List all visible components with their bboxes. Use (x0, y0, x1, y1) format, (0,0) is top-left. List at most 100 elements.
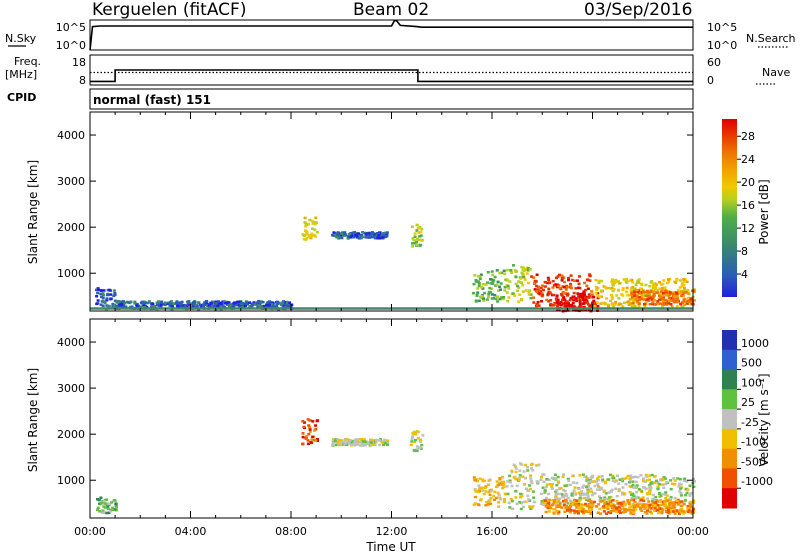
nave-label: Nave (762, 66, 790, 79)
data-cell (515, 502, 519, 506)
data-cell (557, 510, 561, 514)
data-cell (662, 300, 665, 303)
data-cell (570, 303, 574, 307)
data-cell (613, 281, 617, 285)
data-cell (313, 221, 317, 224)
data-cell (646, 509, 649, 512)
data-cell (270, 303, 274, 306)
data-cell (97, 498, 101, 502)
data-cell (248, 304, 252, 308)
data-cell (521, 284, 525, 287)
data-cell (571, 295, 575, 298)
data-cell (340, 439, 344, 442)
data-cell (679, 511, 683, 514)
data-cell (357, 237, 361, 240)
data-cell (508, 481, 512, 484)
data-cell (486, 503, 490, 507)
data-cell (107, 502, 111, 506)
data-cell (348, 232, 351, 236)
data-cell (613, 480, 617, 484)
data-cell (381, 234, 385, 237)
data-cell (255, 301, 259, 305)
data-cell (313, 228, 317, 231)
data-cell (581, 296, 584, 299)
data-cell (275, 304, 279, 307)
data-cell (562, 501, 566, 505)
data-cell (618, 478, 622, 481)
data-cell (514, 470, 518, 474)
data-cell (687, 292, 691, 296)
data-cell (667, 503, 671, 507)
data-cell (545, 485, 548, 488)
data-cell (635, 496, 639, 500)
data-cell (336, 231, 340, 234)
data-cell (418, 235, 422, 238)
data-cell (671, 299, 675, 303)
data-cell (481, 479, 485, 483)
data-cell (494, 297, 498, 301)
data-cell (347, 440, 351, 444)
data-cell (315, 231, 319, 234)
data-cell (561, 291, 565, 294)
data-cell (659, 293, 663, 296)
data-cell (670, 305, 674, 308)
data-cell (581, 508, 585, 511)
data-cell (171, 302, 175, 305)
data-cell (417, 238, 421, 241)
data-cell (678, 509, 682, 512)
data-cell (599, 486, 603, 490)
data-cell (371, 231, 374, 234)
data-cell (573, 498, 577, 502)
data-cell (679, 487, 683, 490)
data-cell (376, 235, 380, 239)
data-cell (569, 286, 573, 290)
data-cell (644, 475, 648, 478)
y-tick-label: 3000 (57, 382, 85, 395)
data-cell (415, 240, 419, 244)
data-cell (548, 498, 552, 502)
data-cell (553, 301, 557, 305)
data-cell (574, 287, 578, 290)
colorbar-tick-label: -25 (741, 416, 759, 429)
data-cell (350, 231, 354, 235)
data-cell (594, 292, 598, 295)
data-cell (566, 309, 570, 312)
data-cell (675, 277, 679, 281)
data-cell (481, 478, 485, 481)
data-cell (421, 434, 425, 437)
data-cell (628, 490, 632, 494)
data-cell (607, 498, 611, 502)
data-cell (547, 510, 551, 513)
data-cell (640, 509, 644, 512)
data-cell (516, 284, 520, 288)
data-cell (547, 292, 551, 295)
data-cell (588, 304, 592, 307)
data-cell (560, 294, 564, 297)
data-cell (642, 503, 645, 506)
data-cell (413, 232, 417, 235)
data-cell (687, 509, 691, 512)
data-cell (689, 506, 693, 509)
data-cell (586, 510, 590, 513)
data-cell (191, 304, 195, 308)
data-cell (582, 300, 586, 303)
data-cell (592, 492, 595, 495)
y-tick-label: 1000 (57, 267, 85, 280)
data-cell (653, 475, 657, 478)
data-cell (343, 231, 347, 234)
data-cell (482, 299, 486, 302)
data-cell (600, 295, 603, 298)
data-cell (633, 500, 637, 504)
data-cell (160, 300, 164, 303)
data-cell (473, 274, 477, 277)
data-cell (565, 494, 569, 498)
data-cell (113, 299, 117, 303)
data-cell (599, 497, 603, 500)
data-cell (582, 511, 585, 515)
data-cell (684, 290, 688, 294)
data-cell (673, 301, 677, 304)
data-cell (597, 279, 601, 283)
data-cell (518, 477, 521, 480)
data-cell (665, 509, 668, 513)
